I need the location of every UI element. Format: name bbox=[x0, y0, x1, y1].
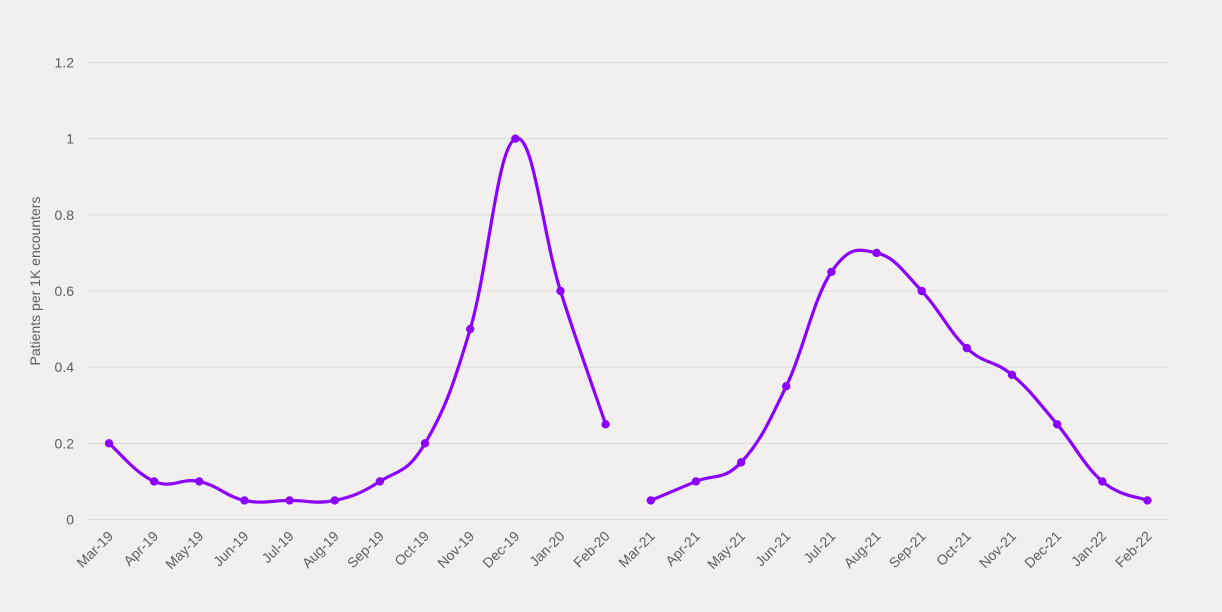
x-tick-label: Apr-19 bbox=[120, 528, 161, 569]
y-tick-label: 0.8 bbox=[55, 207, 75, 223]
x-tick-label: Sep-19 bbox=[344, 528, 387, 571]
data-point bbox=[1098, 477, 1107, 486]
y-tick-label: 0.2 bbox=[55, 435, 75, 451]
x-tick-label: May-21 bbox=[704, 528, 748, 572]
data-point bbox=[601, 420, 610, 429]
x-tick-label: Nov-19 bbox=[434, 528, 477, 571]
x-tick-label: Oct-19 bbox=[391, 528, 432, 569]
x-tick-label: Jul-21 bbox=[800, 528, 838, 566]
x-tick-label: Jan-20 bbox=[526, 528, 568, 570]
data-points bbox=[104, 134, 1152, 505]
y-axis-title: Patients per 1K encounters bbox=[27, 197, 43, 366]
x-tick-label: Dec-21 bbox=[1021, 528, 1064, 571]
data-point bbox=[872, 248, 881, 258]
x-tick-label: Feb-22 bbox=[1112, 528, 1155, 571]
y-tick-label: 1 bbox=[66, 131, 74, 147]
x-tick-label: Aug-21 bbox=[840, 528, 883, 571]
y-tick-label: 0 bbox=[66, 512, 74, 528]
x-tick-label: May-19 bbox=[162, 528, 206, 572]
data-point bbox=[782, 382, 791, 391]
x-axis-ticks: Mar-19 Apr-19 May-19 Jun-19 Jul-19 Aug-19 Sep-… bbox=[73, 528, 1154, 572]
data-point bbox=[827, 267, 836, 277]
gridlines bbox=[88, 62, 1169, 520]
data-point bbox=[1052, 420, 1062, 429]
x-tick-label: Jun-19 bbox=[210, 528, 252, 570]
y-axis-ticks: 0 0.2 0.4 0.6 0.8 1 1.2 bbox=[55, 55, 75, 528]
series-line-segment-2 bbox=[649, 248, 1150, 503]
data-point bbox=[375, 477, 385, 486]
x-tick-label: Jan-22 bbox=[1068, 528, 1110, 570]
data-point bbox=[330, 496, 339, 505]
y-tick-label: 0.6 bbox=[55, 283, 75, 299]
data-point bbox=[466, 324, 475, 334]
x-tick-label: Aug-19 bbox=[299, 528, 342, 571]
data-point bbox=[962, 343, 972, 353]
series-lines bbox=[107, 137, 1150, 504]
data-point bbox=[240, 496, 249, 505]
data-point bbox=[420, 439, 430, 448]
series-line-segment-1 bbox=[107, 137, 608, 504]
x-tick-label: Mar-21 bbox=[615, 528, 658, 571]
data-point bbox=[646, 496, 655, 505]
data-point bbox=[285, 496, 294, 505]
x-tick-label: Dec-19 bbox=[479, 528, 522, 571]
x-tick-label: Jun-21 bbox=[752, 528, 794, 570]
y-tick-label: 0.4 bbox=[55, 359, 75, 375]
data-point bbox=[1143, 496, 1152, 505]
data-point bbox=[149, 477, 159, 486]
data-point bbox=[736, 458, 746, 467]
x-tick-label: Apr-21 bbox=[662, 528, 703, 569]
data-point bbox=[691, 477, 701, 486]
data-point bbox=[917, 286, 926, 296]
data-point bbox=[104, 439, 114, 448]
x-tick-label: Feb-20 bbox=[570, 528, 613, 571]
data-point bbox=[1007, 370, 1017, 379]
data-point bbox=[556, 286, 565, 296]
x-tick-label: Nov-21 bbox=[976, 528, 1019, 571]
data-point bbox=[511, 134, 520, 143]
x-tick-label: Sep-21 bbox=[886, 528, 929, 571]
y-tick-label: 1.2 bbox=[55, 55, 75, 71]
x-tick-label: Mar-19 bbox=[73, 528, 116, 571]
data-point bbox=[195, 477, 204, 486]
x-tick-label: Oct-21 bbox=[933, 528, 974, 569]
x-tick-label: Jul-19 bbox=[258, 528, 296, 566]
